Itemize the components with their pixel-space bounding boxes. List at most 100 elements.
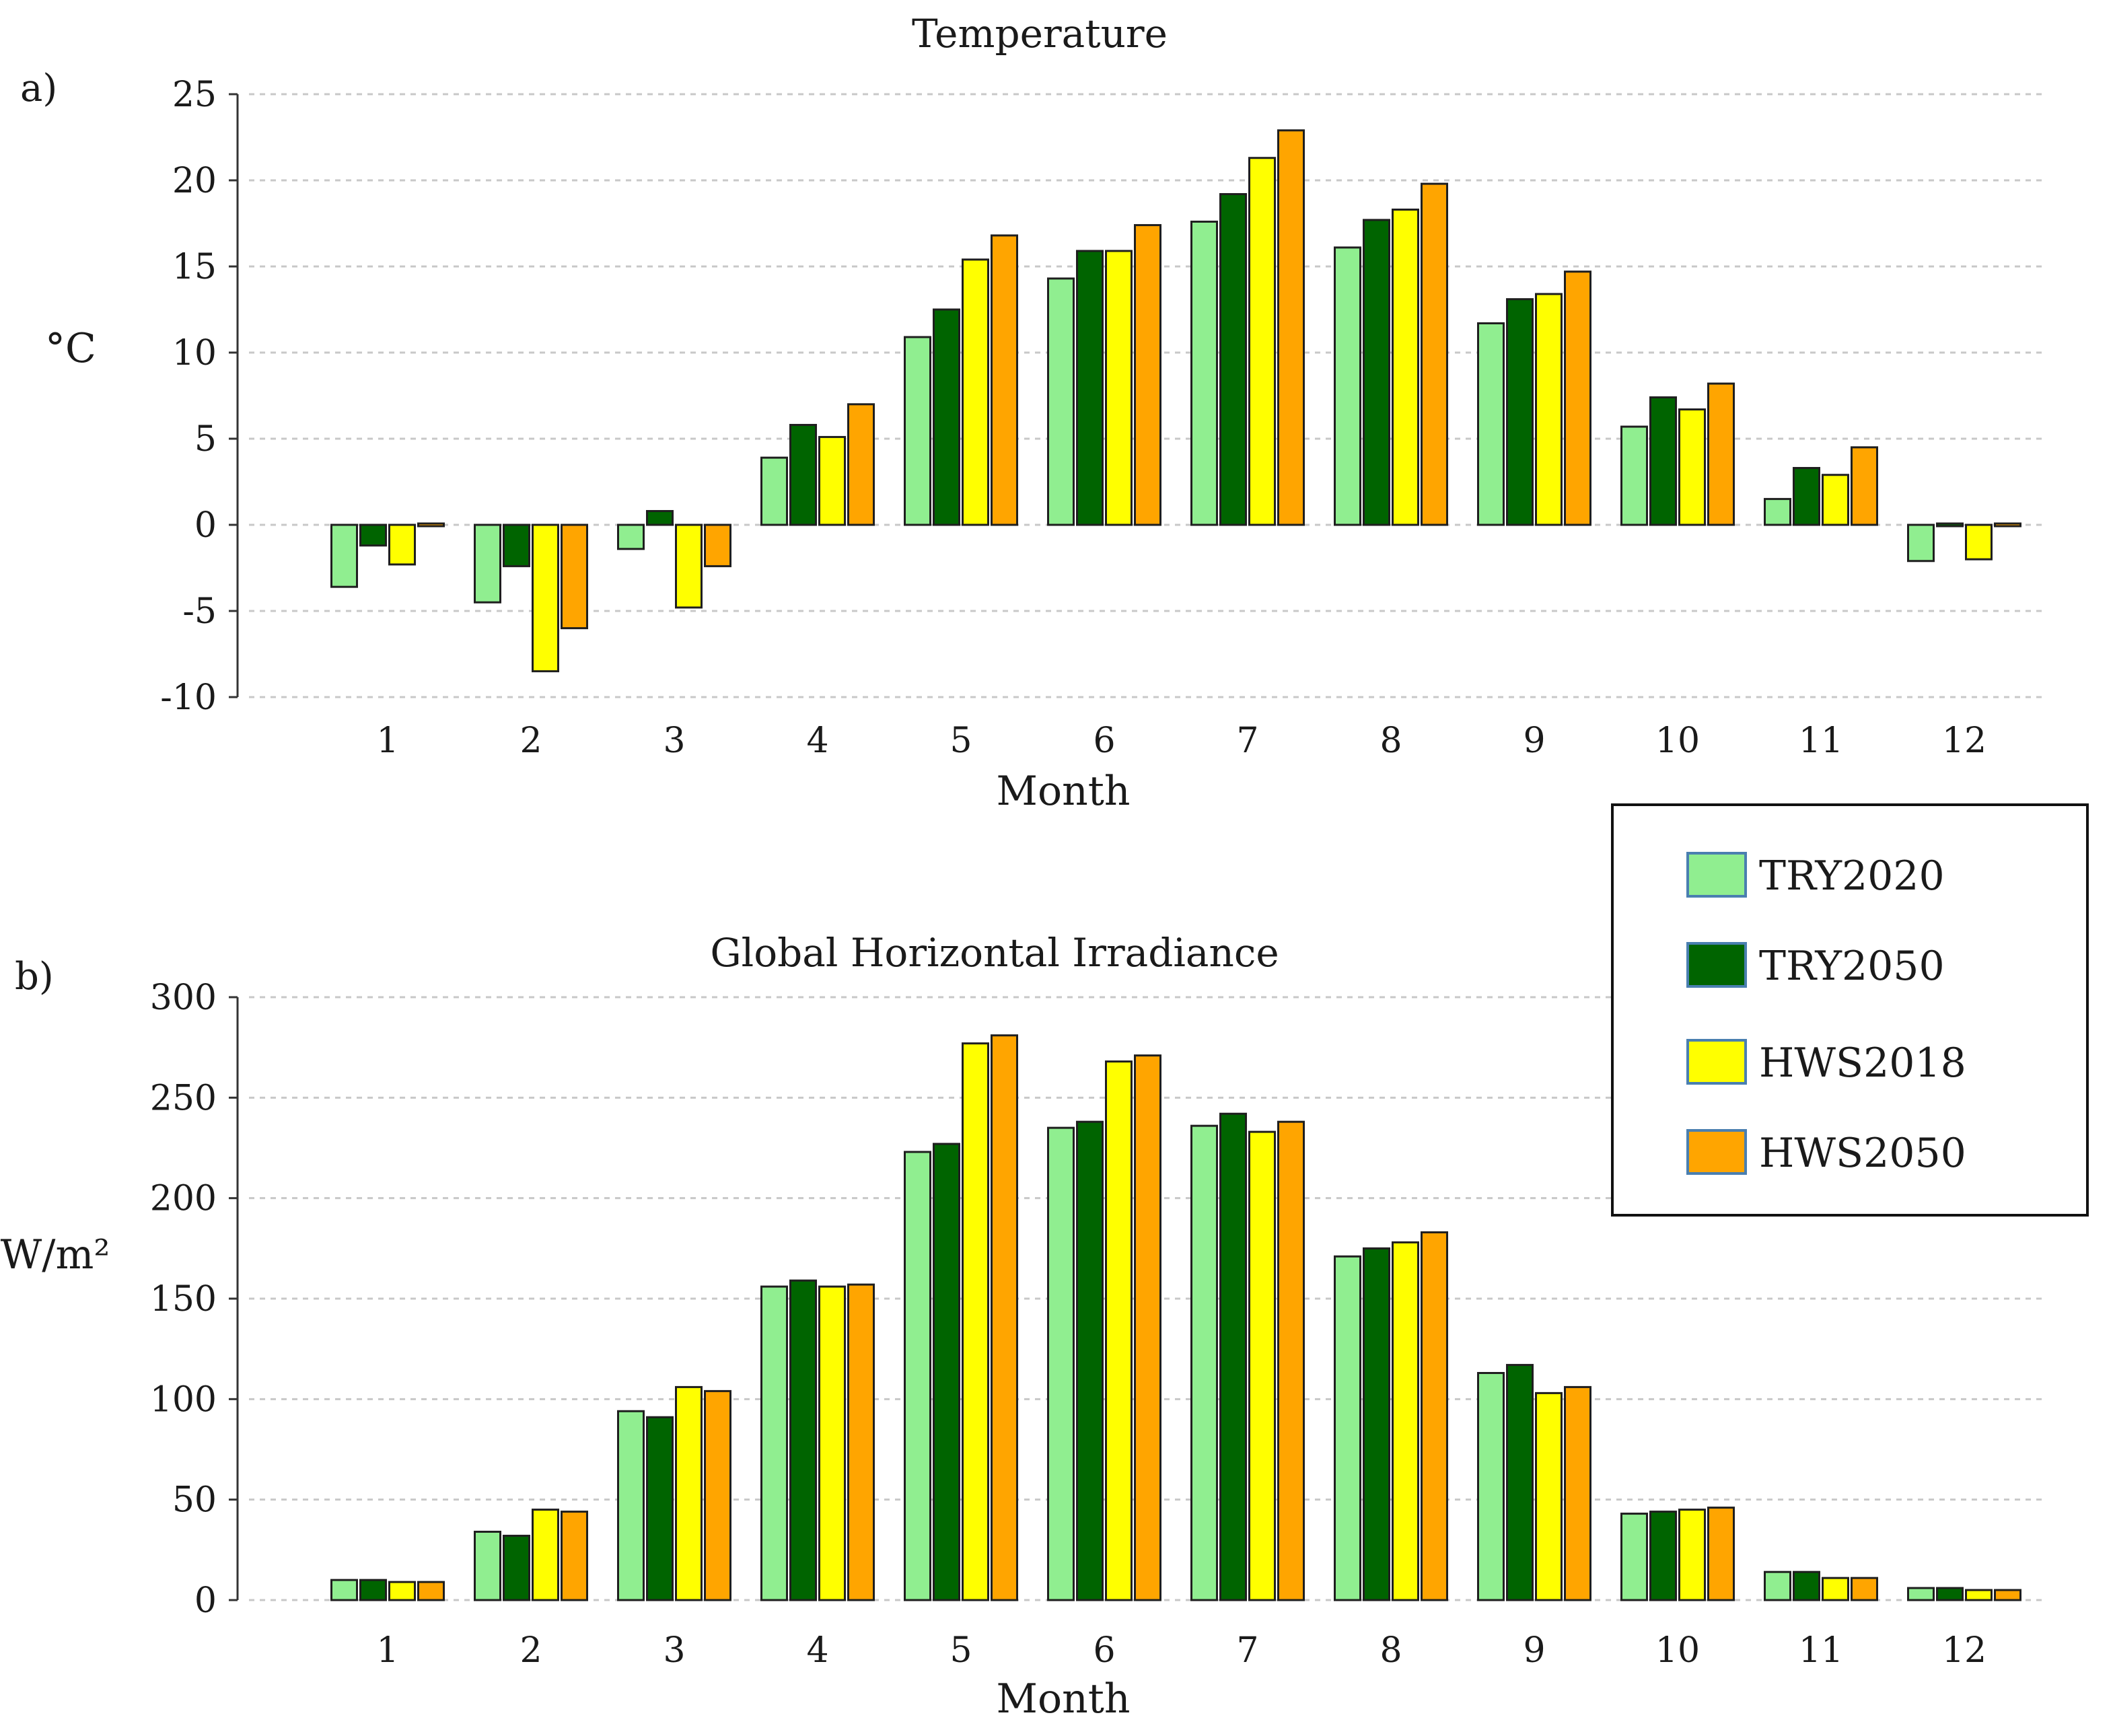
irradiance-y-axis-label: W/m²: [1, 1231, 110, 1278]
irradiance-title: Global Horizontal Irradiance: [710, 930, 1279, 976]
legend-label-try2050: TRY2050: [1759, 943, 1945, 990]
bar-try2050-month-4: [789, 424, 817, 526]
irradiance-x-ticks: 1 2 3 4 5 6 7 8 9 10 11 12: [376, 1630, 1986, 1671]
bar-try2020-month-9: [1477, 1372, 1505, 1601]
x-tick-label: 5: [950, 1630, 972, 1671]
bar-try2020-month-1: [330, 1579, 358, 1601]
legend-label-try2020: TRY2020: [1759, 853, 1945, 900]
bar-try2020-month-2: [474, 523, 501, 604]
temperature-x-ticks: 1 2 3 4 5 6 7 8 9 10 11 12: [376, 721, 1986, 761]
temperature-bars: [330, 129, 2021, 673]
bar-hws2018-month-8: [1392, 1241, 1419, 1601]
bar-hws2018-month-4: [818, 435, 846, 526]
bar-try2050-month-2: [503, 1534, 530, 1601]
bar-hws2050-month-4: [847, 403, 875, 526]
bar-hws2050-month-3: [704, 523, 731, 567]
legend-label-hws2018: HWS2018: [1759, 1040, 1966, 1087]
y-tick-label: 100: [150, 1379, 217, 1420]
bar-hws2018-month-1: [388, 1581, 416, 1601]
bar-try2020-month-11: [1764, 1570, 1791, 1601]
bar-try2020-month-8: [1334, 246, 1361, 526]
x-tick-label: 3: [663, 721, 685, 761]
bar-hws2018-month-9: [1535, 293, 1563, 526]
y-tick-label: -5: [182, 591, 217, 632]
bar-hws2018-month-10: [1678, 408, 1706, 526]
bar-hws2050-month-4: [847, 1283, 875, 1601]
bar-try2020-month-6: [1047, 1126, 1075, 1601]
temperature-axes: [229, 93, 239, 698]
panel-label-a: a): [20, 67, 57, 110]
bar-try2050-month-5: [933, 308, 960, 526]
bar-hws2018-month-3: [675, 523, 703, 609]
y-tick-label: 200: [150, 1179, 217, 1219]
bar-hws2018-month-3: [675, 1385, 703, 1601]
y-tick-label: 250: [150, 1078, 217, 1118]
bar-hws2050-month-10: [1707, 1507, 1735, 1601]
x-tick-label: 6: [1093, 721, 1115, 761]
bar-hws2018-month-6: [1105, 250, 1133, 526]
y-tick-label: 20: [172, 161, 217, 201]
x-tick-label: 4: [806, 721, 828, 761]
bar-hws2018-month-11: [1822, 1577, 1849, 1601]
bar-try2050-month-4: [789, 1279, 817, 1601]
bar-try2020-month-2: [474, 1530, 501, 1601]
x-tick-label: 11: [1799, 721, 1843, 761]
temperature-chart: a) Temperature °C Month -10-50510152025 …: [20, 11, 2046, 815]
bar-try2020-month-9: [1477, 322, 1505, 526]
bar-hws2050-month-7: [1277, 1120, 1305, 1601]
bar-try2050-month-12: [1936, 522, 1964, 528]
y-tick-label: 5: [194, 419, 217, 460]
bar-hws2050-month-9: [1564, 1385, 1591, 1601]
bar-try2050-month-1: [359, 1579, 387, 1601]
bar-try2020-month-10: [1620, 425, 1648, 526]
bar-try2050-month-11: [1793, 1570, 1820, 1601]
bar-try2050-month-11: [1793, 467, 1820, 526]
legend-label-hws2050: HWS2050: [1759, 1130, 1966, 1177]
bar-try2050-month-9: [1506, 1364, 1534, 1601]
bar-hws2050-month-7: [1277, 129, 1305, 526]
x-tick-label: 5: [950, 721, 972, 761]
irradiance-bars: [330, 1034, 2021, 1601]
y-tick-label: 300: [150, 978, 217, 1018]
bar-try2020-month-10: [1620, 1513, 1648, 1601]
bar-try2020-month-3: [617, 523, 645, 550]
bar-try2020-month-1: [330, 523, 358, 588]
bar-try2020-month-12: [1907, 523, 1935, 563]
bar-hws2050-month-5: [991, 234, 1018, 526]
y-tick-label: 15: [172, 247, 217, 287]
legend-swatch-try2050: [1686, 942, 1747, 988]
x-tick-label: 4: [806, 1630, 828, 1671]
x-tick-label: 8: [1380, 721, 1402, 761]
bar-try2050-month-12: [1936, 1587, 1964, 1601]
x-tick-label: 2: [520, 1630, 542, 1671]
bar-try2020-month-7: [1190, 1124, 1218, 1601]
bar-hws2050-month-11: [1851, 1577, 1878, 1601]
bar-hws2050-month-12: [1994, 1589, 2021, 1601]
bar-hws2050-month-3: [704, 1389, 731, 1601]
bar-try2020-month-12: [1907, 1587, 1935, 1601]
bar-hws2018-month-11: [1822, 474, 1849, 526]
bar-try2050-month-3: [646, 510, 674, 526]
x-tick-label: 12: [1942, 1630, 1986, 1671]
bar-try2050-month-7: [1219, 192, 1247, 526]
bar-try2050-month-5: [933, 1143, 960, 1601]
bar-hws2050-month-6: [1134, 224, 1161, 526]
bar-hws2050-month-10: [1707, 382, 1735, 526]
bar-hws2018-month-12: [1965, 1589, 1993, 1601]
bar-try2020-month-11: [1764, 498, 1791, 526]
temperature-y-ticks: -10 -5 0 5 10 15 20 25: [160, 75, 217, 718]
bar-hws2050-month-12: [1994, 522, 2021, 528]
x-tick-label: 8: [1380, 1630, 1402, 1671]
bar-hws2018-month-12: [1965, 523, 1993, 560]
bar-hws2018-month-1: [388, 523, 416, 566]
legend-swatch-try2020: [1686, 852, 1747, 898]
bar-try2050-month-1: [359, 523, 387, 547]
bar-hws2018-month-5: [962, 1042, 989, 1601]
x-tick-label: 12: [1942, 721, 1986, 761]
bar-hws2050-month-6: [1134, 1054, 1161, 1601]
bar-try2020-month-8: [1334, 1255, 1361, 1601]
bar-try2050-month-10: [1649, 396, 1677, 526]
bar-hws2018-month-5: [962, 258, 989, 526]
bar-hws2050-month-5: [991, 1034, 1018, 1601]
irradiance-x-axis-label: Month: [997, 1675, 1131, 1723]
